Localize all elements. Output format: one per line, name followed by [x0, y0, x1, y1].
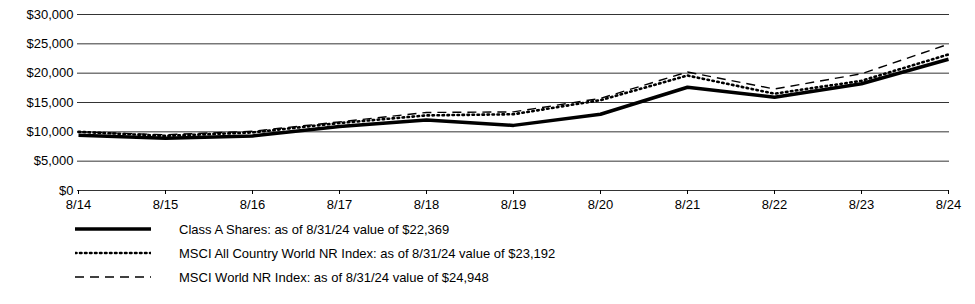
svg-text:$10,000: $10,000	[27, 124, 74, 139]
svg-text:8/24: 8/24	[936, 197, 961, 212]
svg-text:8/20: 8/20	[588, 197, 613, 212]
svg-text:8/21: 8/21	[675, 197, 700, 212]
svg-text:8/15: 8/15	[153, 197, 178, 212]
svg-text:$5,000: $5,000	[34, 153, 74, 168]
svg-text:8/17: 8/17	[327, 197, 352, 212]
html-text:Class A Shares: as of 8/31/24: Class A Shares: as of 8/31/24 value of $…	[179, 221, 450, 237]
svg-text:8/16: 8/16	[240, 197, 265, 212]
svg-text:$30,000: $30,000	[27, 7, 74, 22]
svg-text:$25,000: $25,000	[27, 36, 74, 51]
svg-text:8/22: 8/22	[762, 197, 787, 212]
html-text:MSCI World NR Index: as of 8/3: MSCI World NR Index: as of 8/31/24 value…	[179, 269, 489, 285]
svg-text:8/18: 8/18	[414, 197, 439, 212]
svg-text:8/14: 8/14	[66, 197, 91, 212]
svg-text:$20,000: $20,000	[27, 65, 74, 80]
svg-text:8/23: 8/23	[849, 197, 874, 212]
html-text:MSCI All Country World NR Inde: MSCI All Country World NR Index: as of 8…	[179, 245, 556, 261]
svg-text:$0: $0	[59, 183, 73, 198]
svg-text:8/19: 8/19	[501, 197, 526, 212]
svg-text:$15,000: $15,000	[27, 95, 74, 110]
